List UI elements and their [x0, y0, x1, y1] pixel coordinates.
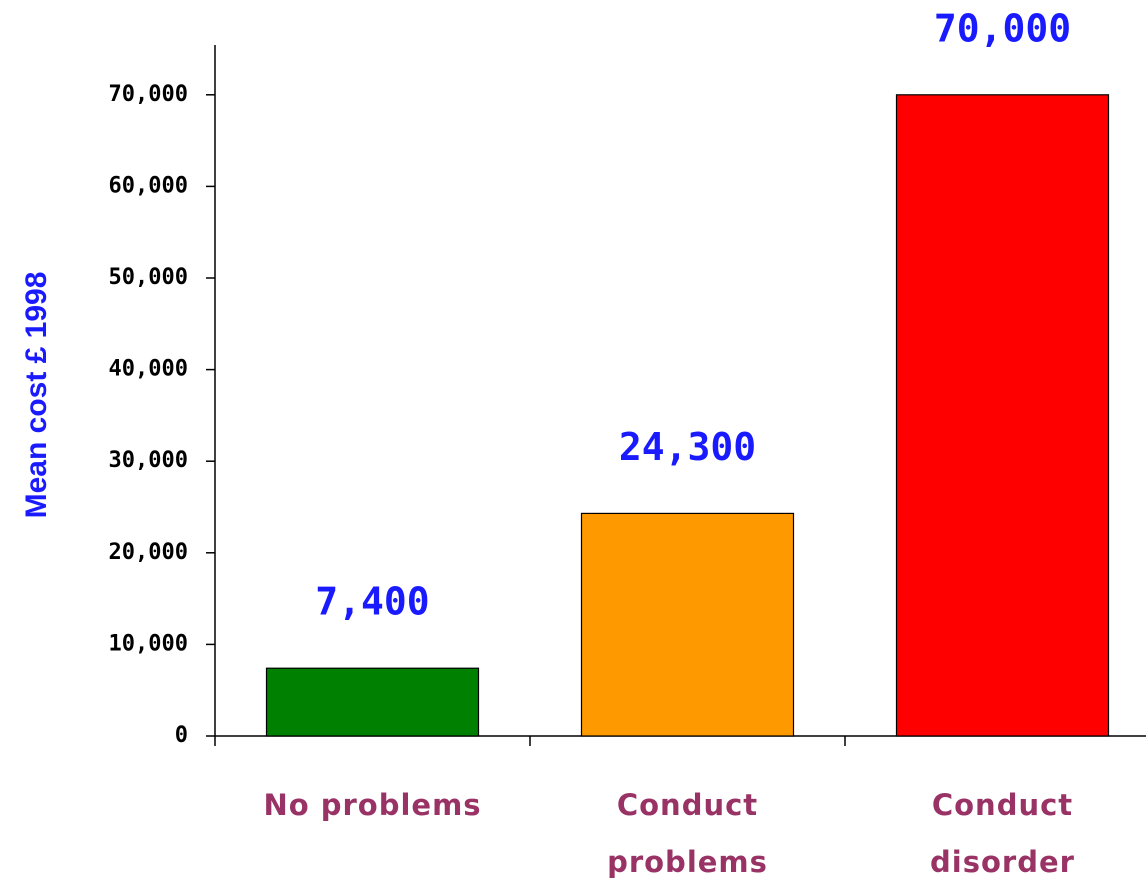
y-tick-label: 70,000: [109, 82, 188, 107]
y-axis-title: Mean cost £ 1998: [20, 272, 53, 519]
y-tick-label: 20,000: [109, 540, 188, 565]
value-label: 24,300: [619, 425, 756, 469]
y-tick-label: 60,000: [109, 173, 188, 198]
value-label: 70,000: [934, 6, 1071, 50]
x-tick-label: Conduct problems: [607, 788, 768, 879]
bar: [895, 94, 1110, 737]
x-tick-label: Conduct disorder: [930, 788, 1075, 879]
bar: [265, 667, 480, 737]
x-tick-label: No problems: [263, 788, 482, 822]
y-tick-label: 50,000: [109, 265, 188, 290]
y-tick-label: 40,000: [109, 357, 188, 382]
y-tick-label: 30,000: [109, 448, 188, 473]
bar: [580, 512, 795, 737]
value-label: 7,400: [315, 580, 429, 624]
y-tick-label: 0: [175, 723, 188, 748]
y-tick-label: 10,000: [109, 631, 188, 656]
